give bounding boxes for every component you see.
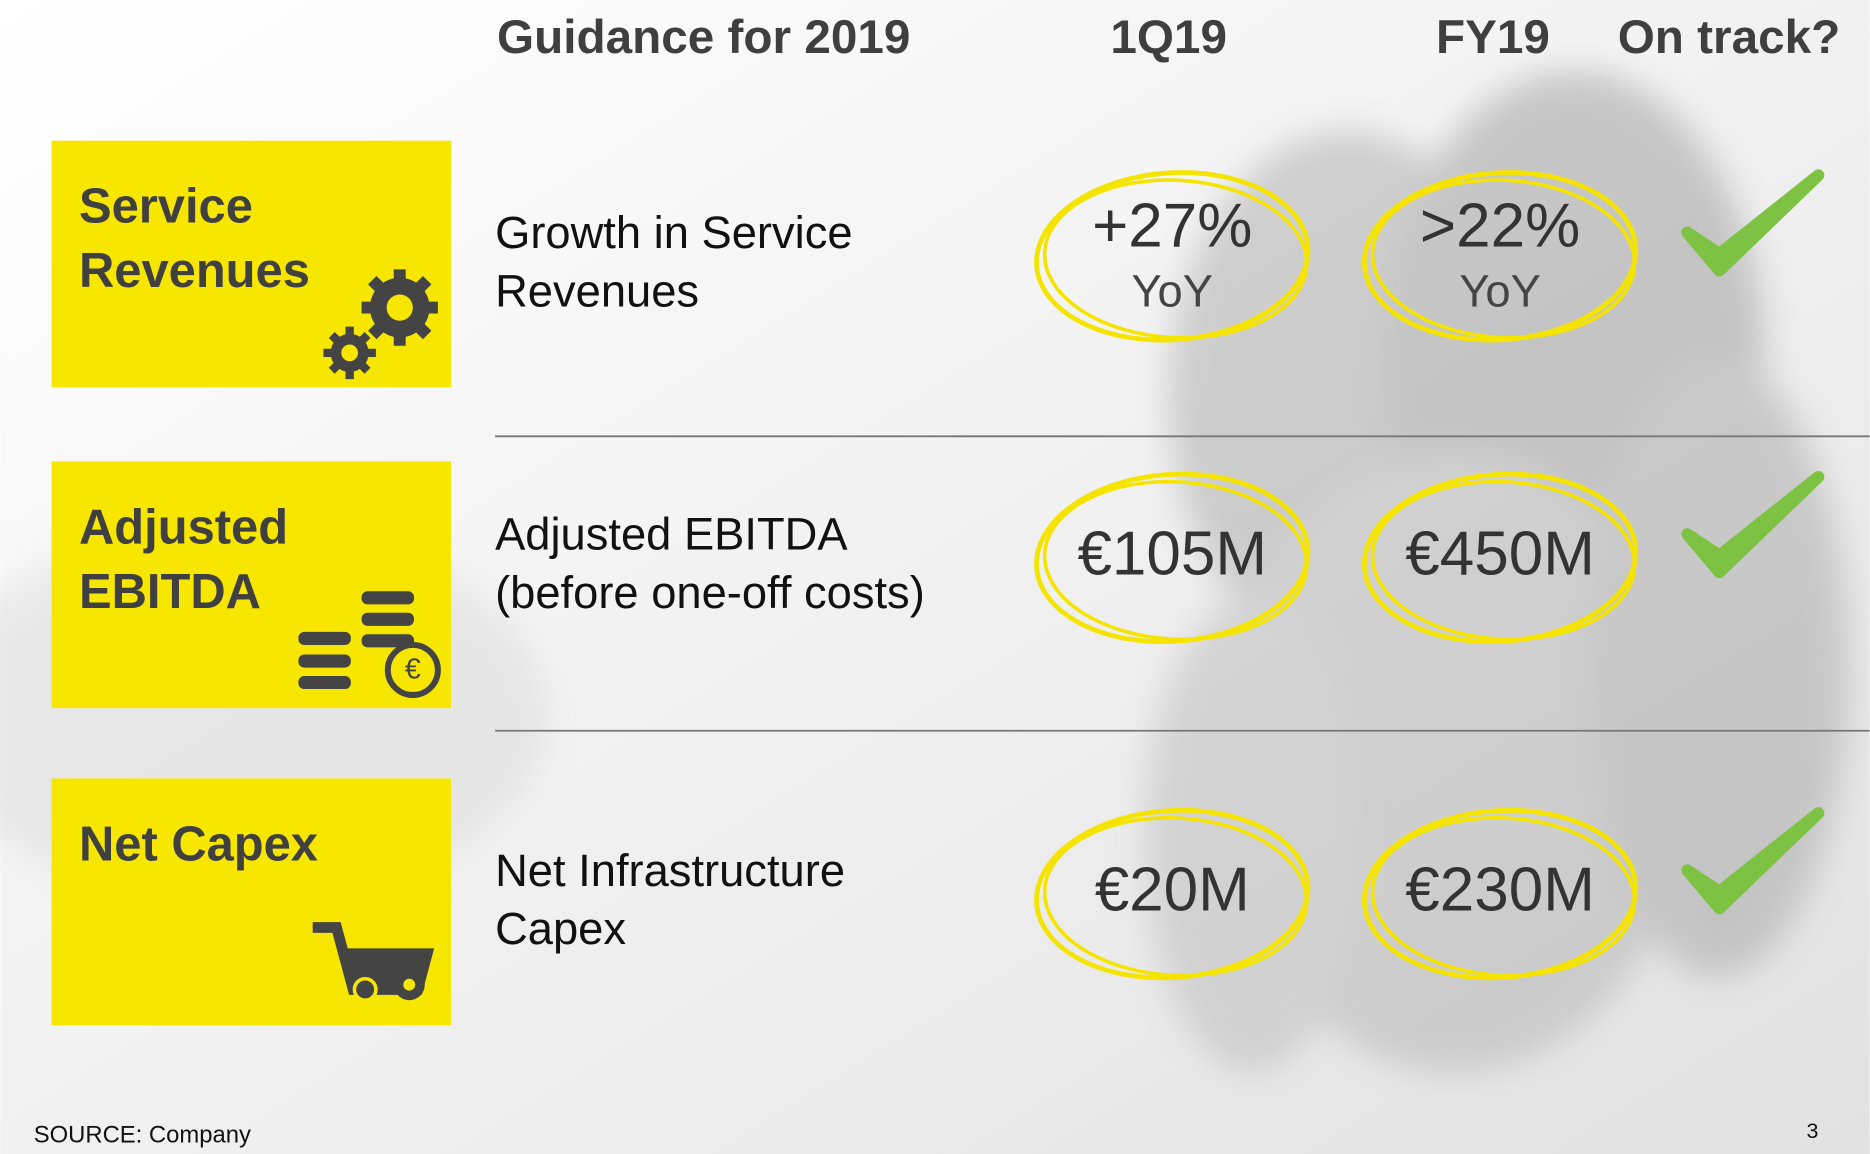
metric-value: €105M bbox=[1077, 519, 1267, 588]
description: Capex bbox=[495, 903, 626, 954]
metric-value: +27% bbox=[1092, 191, 1252, 260]
category-label: Service bbox=[79, 180, 253, 234]
category-label: Adjusted bbox=[79, 500, 288, 554]
source-note: SOURCE: Company bbox=[34, 1121, 251, 1148]
metric-value: €450M bbox=[1405, 519, 1595, 588]
column-header: On track? bbox=[1618, 11, 1841, 64]
svg-text:€: € bbox=[405, 654, 421, 686]
metric-value: €20M bbox=[1095, 855, 1250, 924]
category-label: Net Capex bbox=[79, 818, 318, 872]
column-header: 1Q19 bbox=[1110, 11, 1227, 64]
category-label: EBITDA bbox=[79, 565, 261, 619]
metric-value: >22% bbox=[1420, 191, 1580, 260]
slide: € Guidance for 2019 1Q19 FY19 On track? Serv… bbox=[0, 0, 1870, 1154]
description: Revenues bbox=[495, 265, 699, 316]
description: Adjusted EBITDA bbox=[495, 509, 848, 560]
metric-subtext: YoY bbox=[1459, 265, 1540, 316]
description: Growth in Service bbox=[495, 207, 852, 258]
metric-subtext: YoY bbox=[1132, 265, 1213, 316]
page-number: 3 bbox=[1806, 1119, 1818, 1143]
description: (before one-off costs) bbox=[495, 567, 925, 618]
metric-value: €230M bbox=[1405, 855, 1595, 924]
column-header: Guidance for 2019 bbox=[497, 11, 910, 64]
description: Net Infrastructure bbox=[495, 845, 845, 896]
column-header: FY19 bbox=[1436, 11, 1550, 64]
category-label: Revenues bbox=[79, 244, 310, 298]
